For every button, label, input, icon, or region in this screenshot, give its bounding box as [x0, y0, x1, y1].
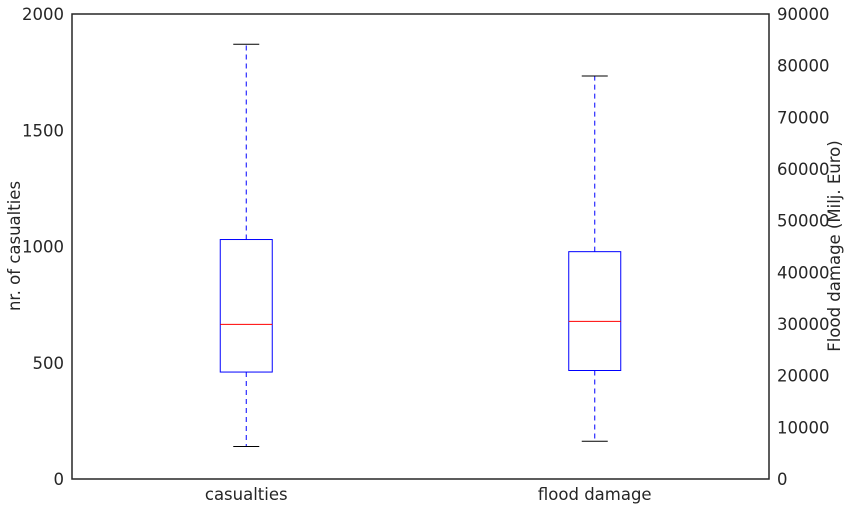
right-tick-label: 90000	[777, 5, 830, 24]
right-axis-label: Flood damage (Milj. Euro)	[825, 140, 844, 351]
plot-frame	[71, 13, 770, 480]
left-tick-label: 0	[54, 470, 65, 489]
box-iqr	[568, 251, 622, 372]
right-tick-label: 60000	[777, 160, 830, 179]
right-tick-label: 20000	[777, 367, 830, 386]
left-tick-label: 500	[33, 354, 65, 373]
left-tick-label: 2000	[22, 5, 64, 24]
left-axis-label: nr. of casualties	[5, 181, 24, 311]
box-flood-damage	[568, 75, 622, 442]
left-tick-label: 1000	[22, 238, 64, 257]
right-tick-label: 30000	[777, 315, 830, 334]
right-tick-label: 0	[777, 470, 788, 489]
right-tick-label: 40000	[777, 263, 830, 282]
right-tick-label: 70000	[777, 108, 830, 127]
left-axis-ticks: 0 500 1000 1500 2000	[22, 5, 64, 489]
box-casualties	[219, 43, 273, 447]
x-tick-label: flood damage	[538, 485, 652, 504]
right-tick-label: 50000	[777, 212, 830, 231]
left-tick-label: 1500	[22, 121, 64, 140]
box-iqr	[219, 239, 273, 373]
x-tick-label: casualties	[205, 485, 288, 504]
right-tick-label: 10000	[777, 418, 830, 437]
right-tick-label: 80000	[777, 57, 830, 76]
box-group	[219, 43, 622, 447]
right-axis-ticks: 0 10000 20000 30000 40000 50000 60000 70000 8000…	[777, 5, 830, 489]
x-axis-ticks: casualties flood damage	[205, 485, 652, 504]
